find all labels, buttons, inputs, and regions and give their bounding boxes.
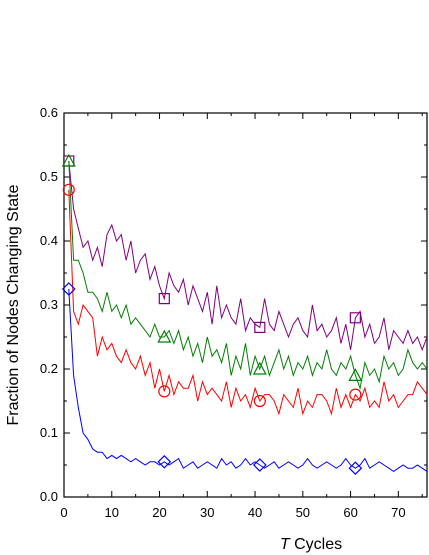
- marker-diamond: [252, 458, 267, 472]
- marker-diamond: [61, 282, 76, 296]
- marker-square: [158, 293, 170, 305]
- x-tick-label: 60: [343, 505, 357, 520]
- x-tick-label: 70: [391, 505, 405, 520]
- y-axis: 0.0 0.1 0.2 0.3 0.4 0.5 0.6: [40, 105, 427, 504]
- x-tick-label: 50: [296, 505, 310, 520]
- y-axis-title: Fraction of Nodes Changing State: [5, 184, 22, 425]
- y-tick-label: 0.1: [40, 425, 58, 440]
- x-axis-title: T Cycles: [280, 536, 342, 553]
- series-markers: [61, 153, 363, 476]
- x-tick-label: 30: [200, 505, 214, 520]
- y-tick-label: 0.6: [40, 105, 58, 120]
- x-tick-label: 0: [60, 505, 67, 520]
- plot-border: [63, 112, 428, 498]
- marker-circle: [349, 388, 362, 401]
- series-line-circle: [68, 189, 428, 416]
- series-line-diamond: [68, 288, 428, 473]
- marker-triangle: [252, 361, 267, 375]
- x-tick-label: 40: [248, 505, 262, 520]
- series-line-square: [68, 160, 428, 352]
- x-axis-title-rest: Cycles: [290, 536, 342, 553]
- marker-circle: [62, 183, 75, 196]
- marker-diamond: [157, 454, 172, 469]
- marker-triangle: [157, 329, 172, 343]
- marker-square: [349, 312, 361, 324]
- y-tick-label: 0.5: [40, 169, 58, 184]
- marker-triangle: [348, 368, 363, 381]
- series-line-triangle: [68, 160, 428, 391]
- marker-square: [254, 321, 266, 333]
- marker-circle: [253, 394, 266, 408]
- x-axis: 0 10 20 30 40 50 60 70: [60, 113, 423, 520]
- y-tick-label: 0.2: [40, 361, 58, 376]
- marker-diamond: [348, 461, 363, 476]
- x-tick-label: 10: [105, 505, 119, 520]
- y-tick-label: 0.3: [40, 297, 58, 312]
- x-axis-title-italic: T: [280, 536, 291, 553]
- marker-triangle: [61, 153, 76, 167]
- y-tick-label: 0.0: [40, 489, 58, 504]
- y-tick-label: 0.4: [40, 233, 58, 248]
- series-lines: [68, 160, 428, 473]
- x-tick-label: 20: [152, 505, 166, 520]
- marker-circle: [158, 385, 171, 398]
- plot-frame: [63, 112, 428, 498]
